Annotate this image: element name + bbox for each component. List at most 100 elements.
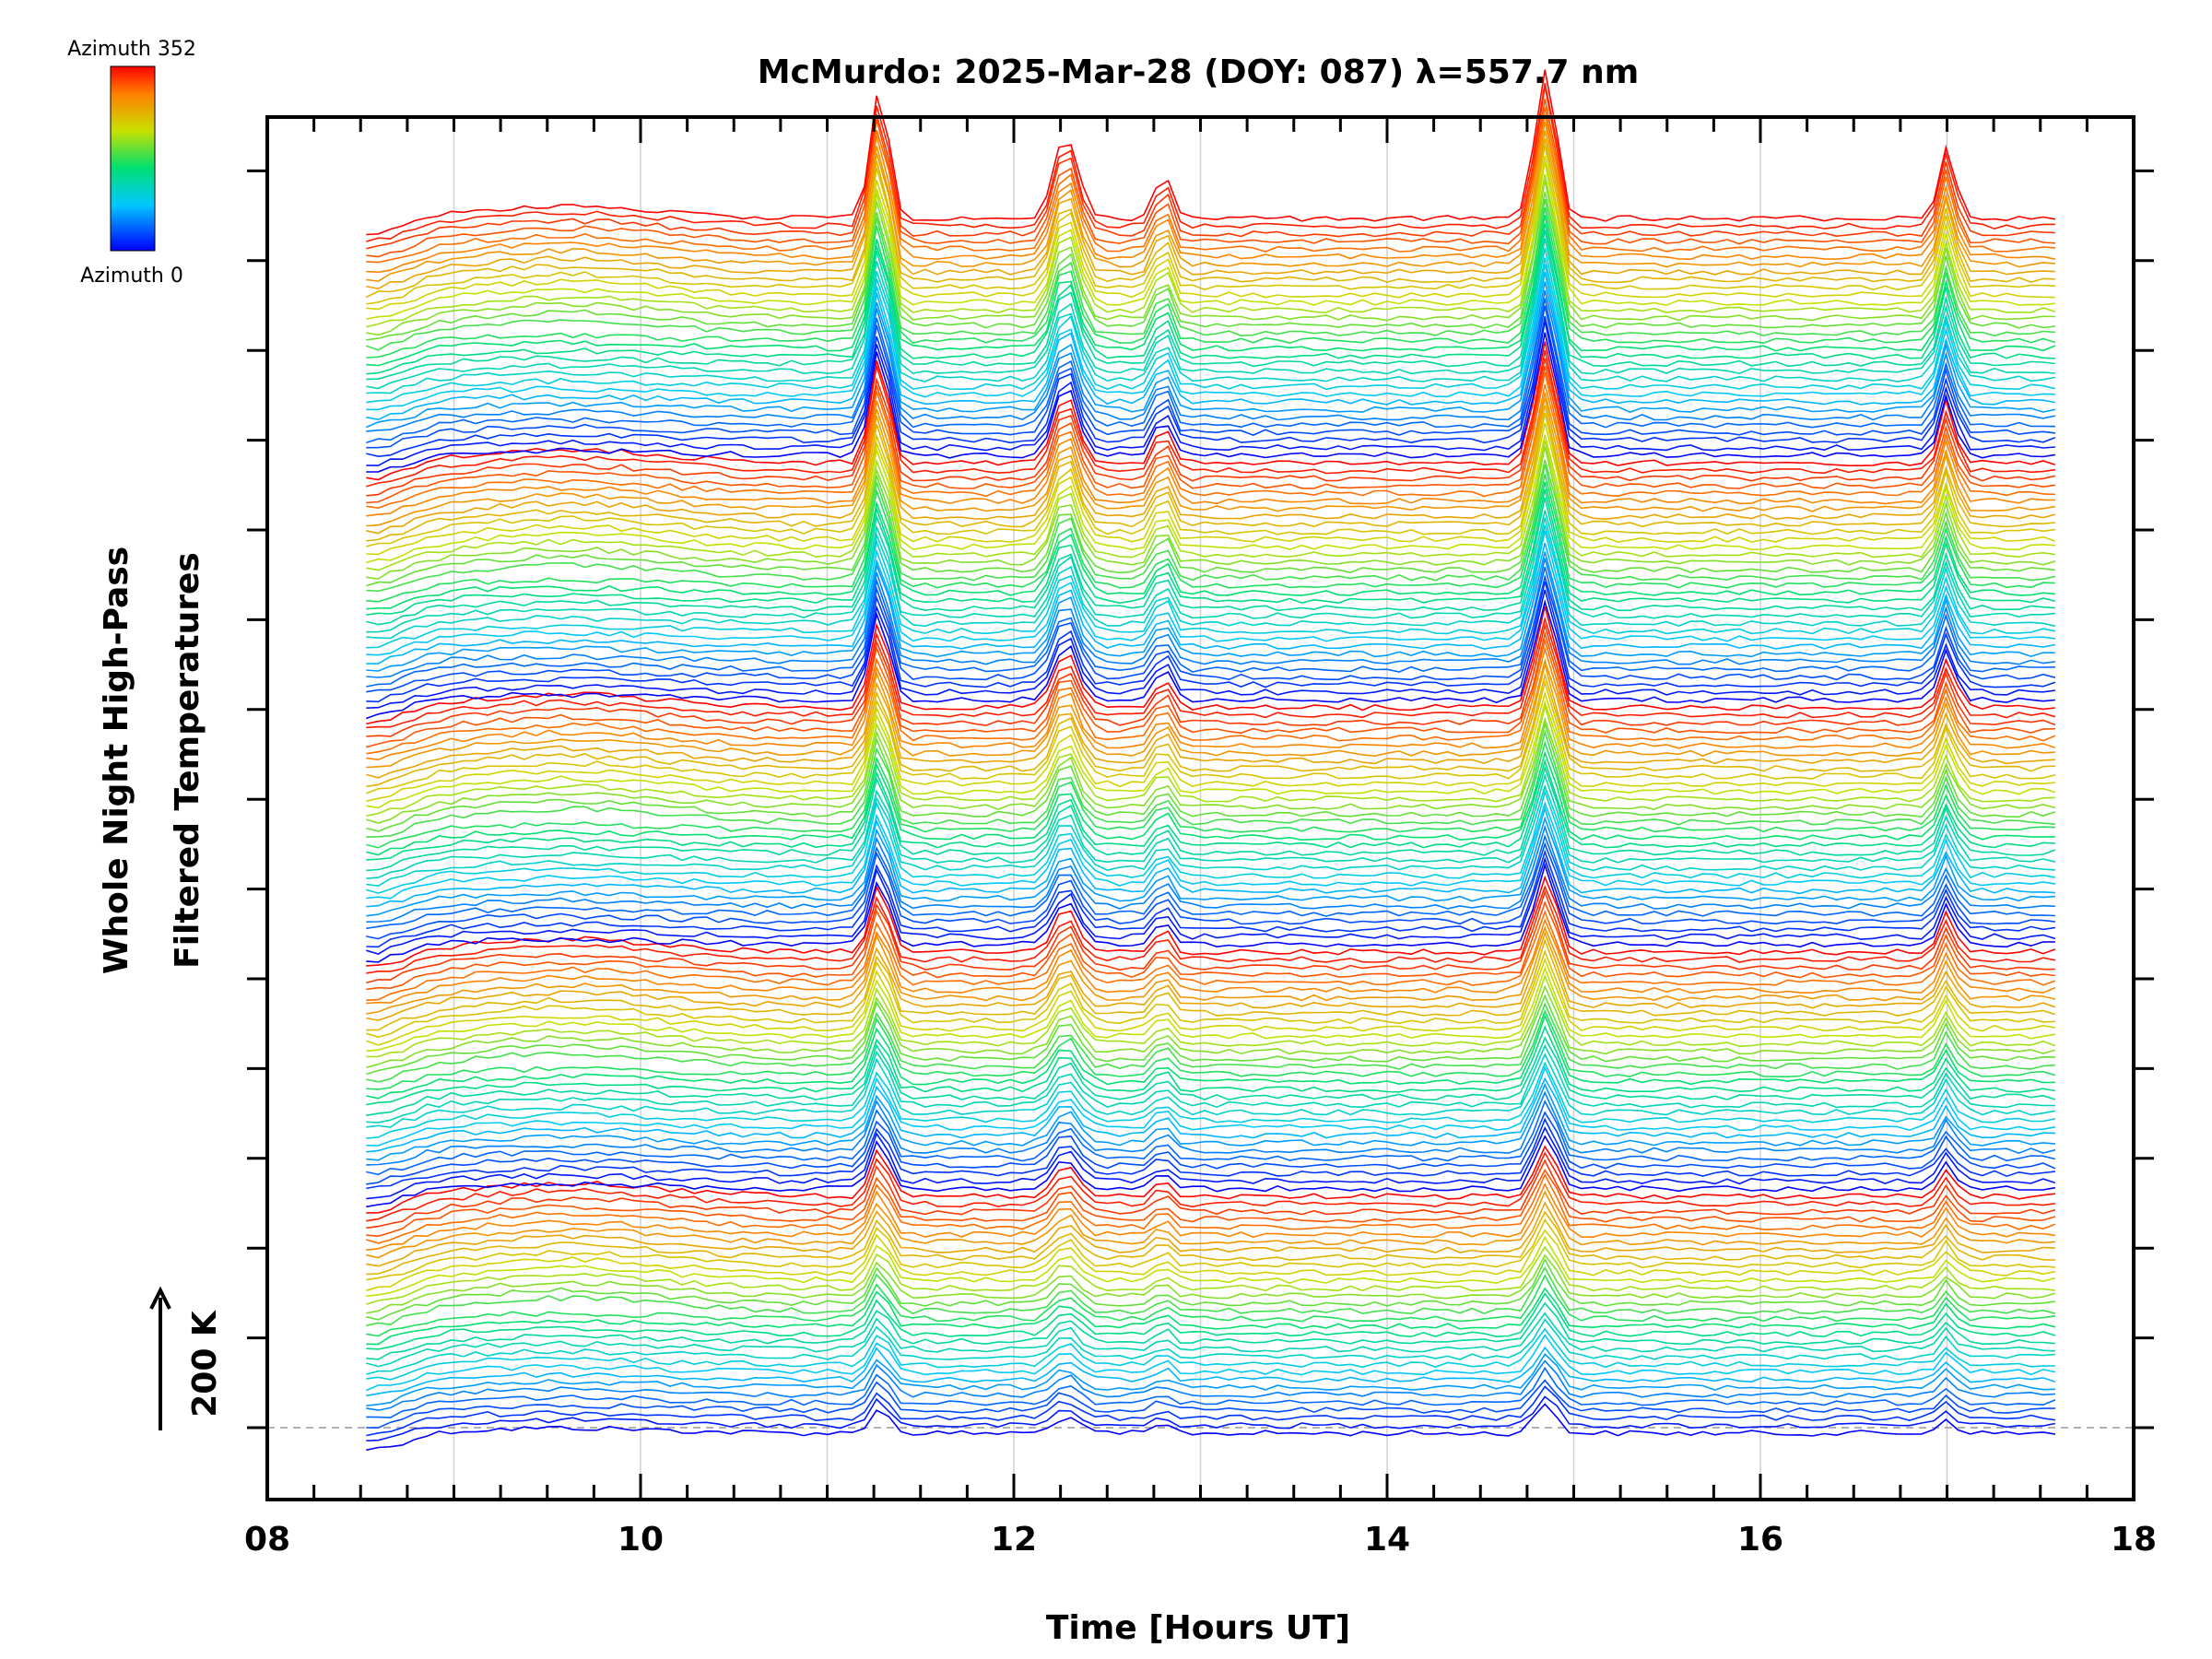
colorbar: Azimuth 352 Azimuth 0 [67,38,196,288]
series-line [366,984,2056,1068]
series-line [366,816,2055,917]
series-line [366,551,2055,672]
series-line [366,1190,2055,1259]
series-line [366,215,2056,367]
series-line [366,121,2055,282]
series-line [366,581,2056,703]
series-line [366,1287,2056,1346]
series-line [366,1117,2055,1190]
series-line [366,606,2055,725]
series-line [366,1111,2056,1185]
series-line [366,1002,2055,1083]
series-line [366,1218,2055,1281]
series-line [366,1318,2055,1375]
series-line [366,1061,2056,1139]
series-line [366,405,2055,542]
series-line [366,824,2055,923]
series-line [366,773,2056,879]
series-line [366,573,2056,693]
series-line [366,238,2055,390]
series-line [366,1265,2056,1326]
x-tick-labels: 08 10 12 14 16 18 [244,1521,2157,1559]
series-line [366,716,2056,824]
series-line [366,1151,2056,1222]
x-tick-label: 12 [991,1521,1037,1559]
series-line [366,1053,2056,1128]
series-line [366,510,2055,633]
series-line [366,630,2055,748]
series-group [365,69,2056,1452]
series-line [366,1312,2055,1368]
series-line [366,161,2055,320]
series-line [366,918,2056,1005]
series-line [366,750,2055,856]
series-line [366,1274,2056,1337]
series-line [366,1182,2056,1251]
series-line [366,622,2056,737]
x-tick-label: 16 [1737,1521,1783,1559]
series-line [366,1135,2056,1208]
series-line [366,321,2055,466]
series-line [366,616,2056,729]
series-line [366,179,2055,336]
series-line [366,1327,2055,1381]
series-line [366,1100,2056,1176]
series-line [366,1366,2056,1418]
y-axis-label-line1: Whole Night High-Pass [98,547,135,974]
series-line [366,517,2056,640]
series-line [366,1008,2056,1090]
series-line [366,130,2055,290]
series-line [366,690,2055,802]
series-line [366,789,2056,894]
series-line [366,315,2056,458]
series-line [366,1379,2055,1429]
series-line [366,1292,2056,1350]
series-line [366,1359,2055,1411]
series-line [366,422,2056,556]
series-line [366,1253,2056,1314]
series-line [365,1334,2056,1392]
series-line [366,672,2055,788]
series-line [366,957,2056,1046]
series-line [366,783,2055,888]
series-line [366,646,2056,761]
x-tick-label: 08 [244,1521,290,1559]
series-line [366,1236,2056,1298]
series-line [366,1065,2056,1147]
series-line [366,1043,2055,1124]
series-line [366,589,2056,709]
series-line [366,889,2055,984]
series-line [366,875,2056,967]
x-tick-label: 18 [2111,1521,2157,1559]
colorbar-top-label: Azimuth 352 [67,38,196,61]
x-tick-label: 10 [618,1521,664,1559]
series-line [366,145,2055,305]
series-line [366,884,2056,974]
series-line [366,1145,2055,1214]
series-line [366,99,2055,258]
series-line [366,497,2055,626]
series-line [366,383,2055,517]
series-line [366,229,2055,381]
series-line [366,1125,2056,1200]
series-line [366,965,2056,1053]
series-line [366,69,2056,236]
series-line [366,206,2056,359]
series-line [366,703,2055,817]
series-line [366,358,2056,497]
series-line [366,413,2056,547]
series-line [366,1082,2055,1161]
series-line [366,1245,2055,1305]
series-line [366,1403,2056,1452]
series-line [366,1257,2056,1321]
series-line [366,198,2055,351]
scale-indicator: 200 K [149,1286,224,1430]
scale-label: 200 K [186,1310,224,1418]
series-line [366,910,2056,1002]
series-line [366,1169,2056,1238]
series-line [366,862,2055,963]
series-line [366,192,2055,341]
series-line [366,1025,2056,1106]
series-line [366,440,2056,571]
series-line [366,1201,2055,1267]
